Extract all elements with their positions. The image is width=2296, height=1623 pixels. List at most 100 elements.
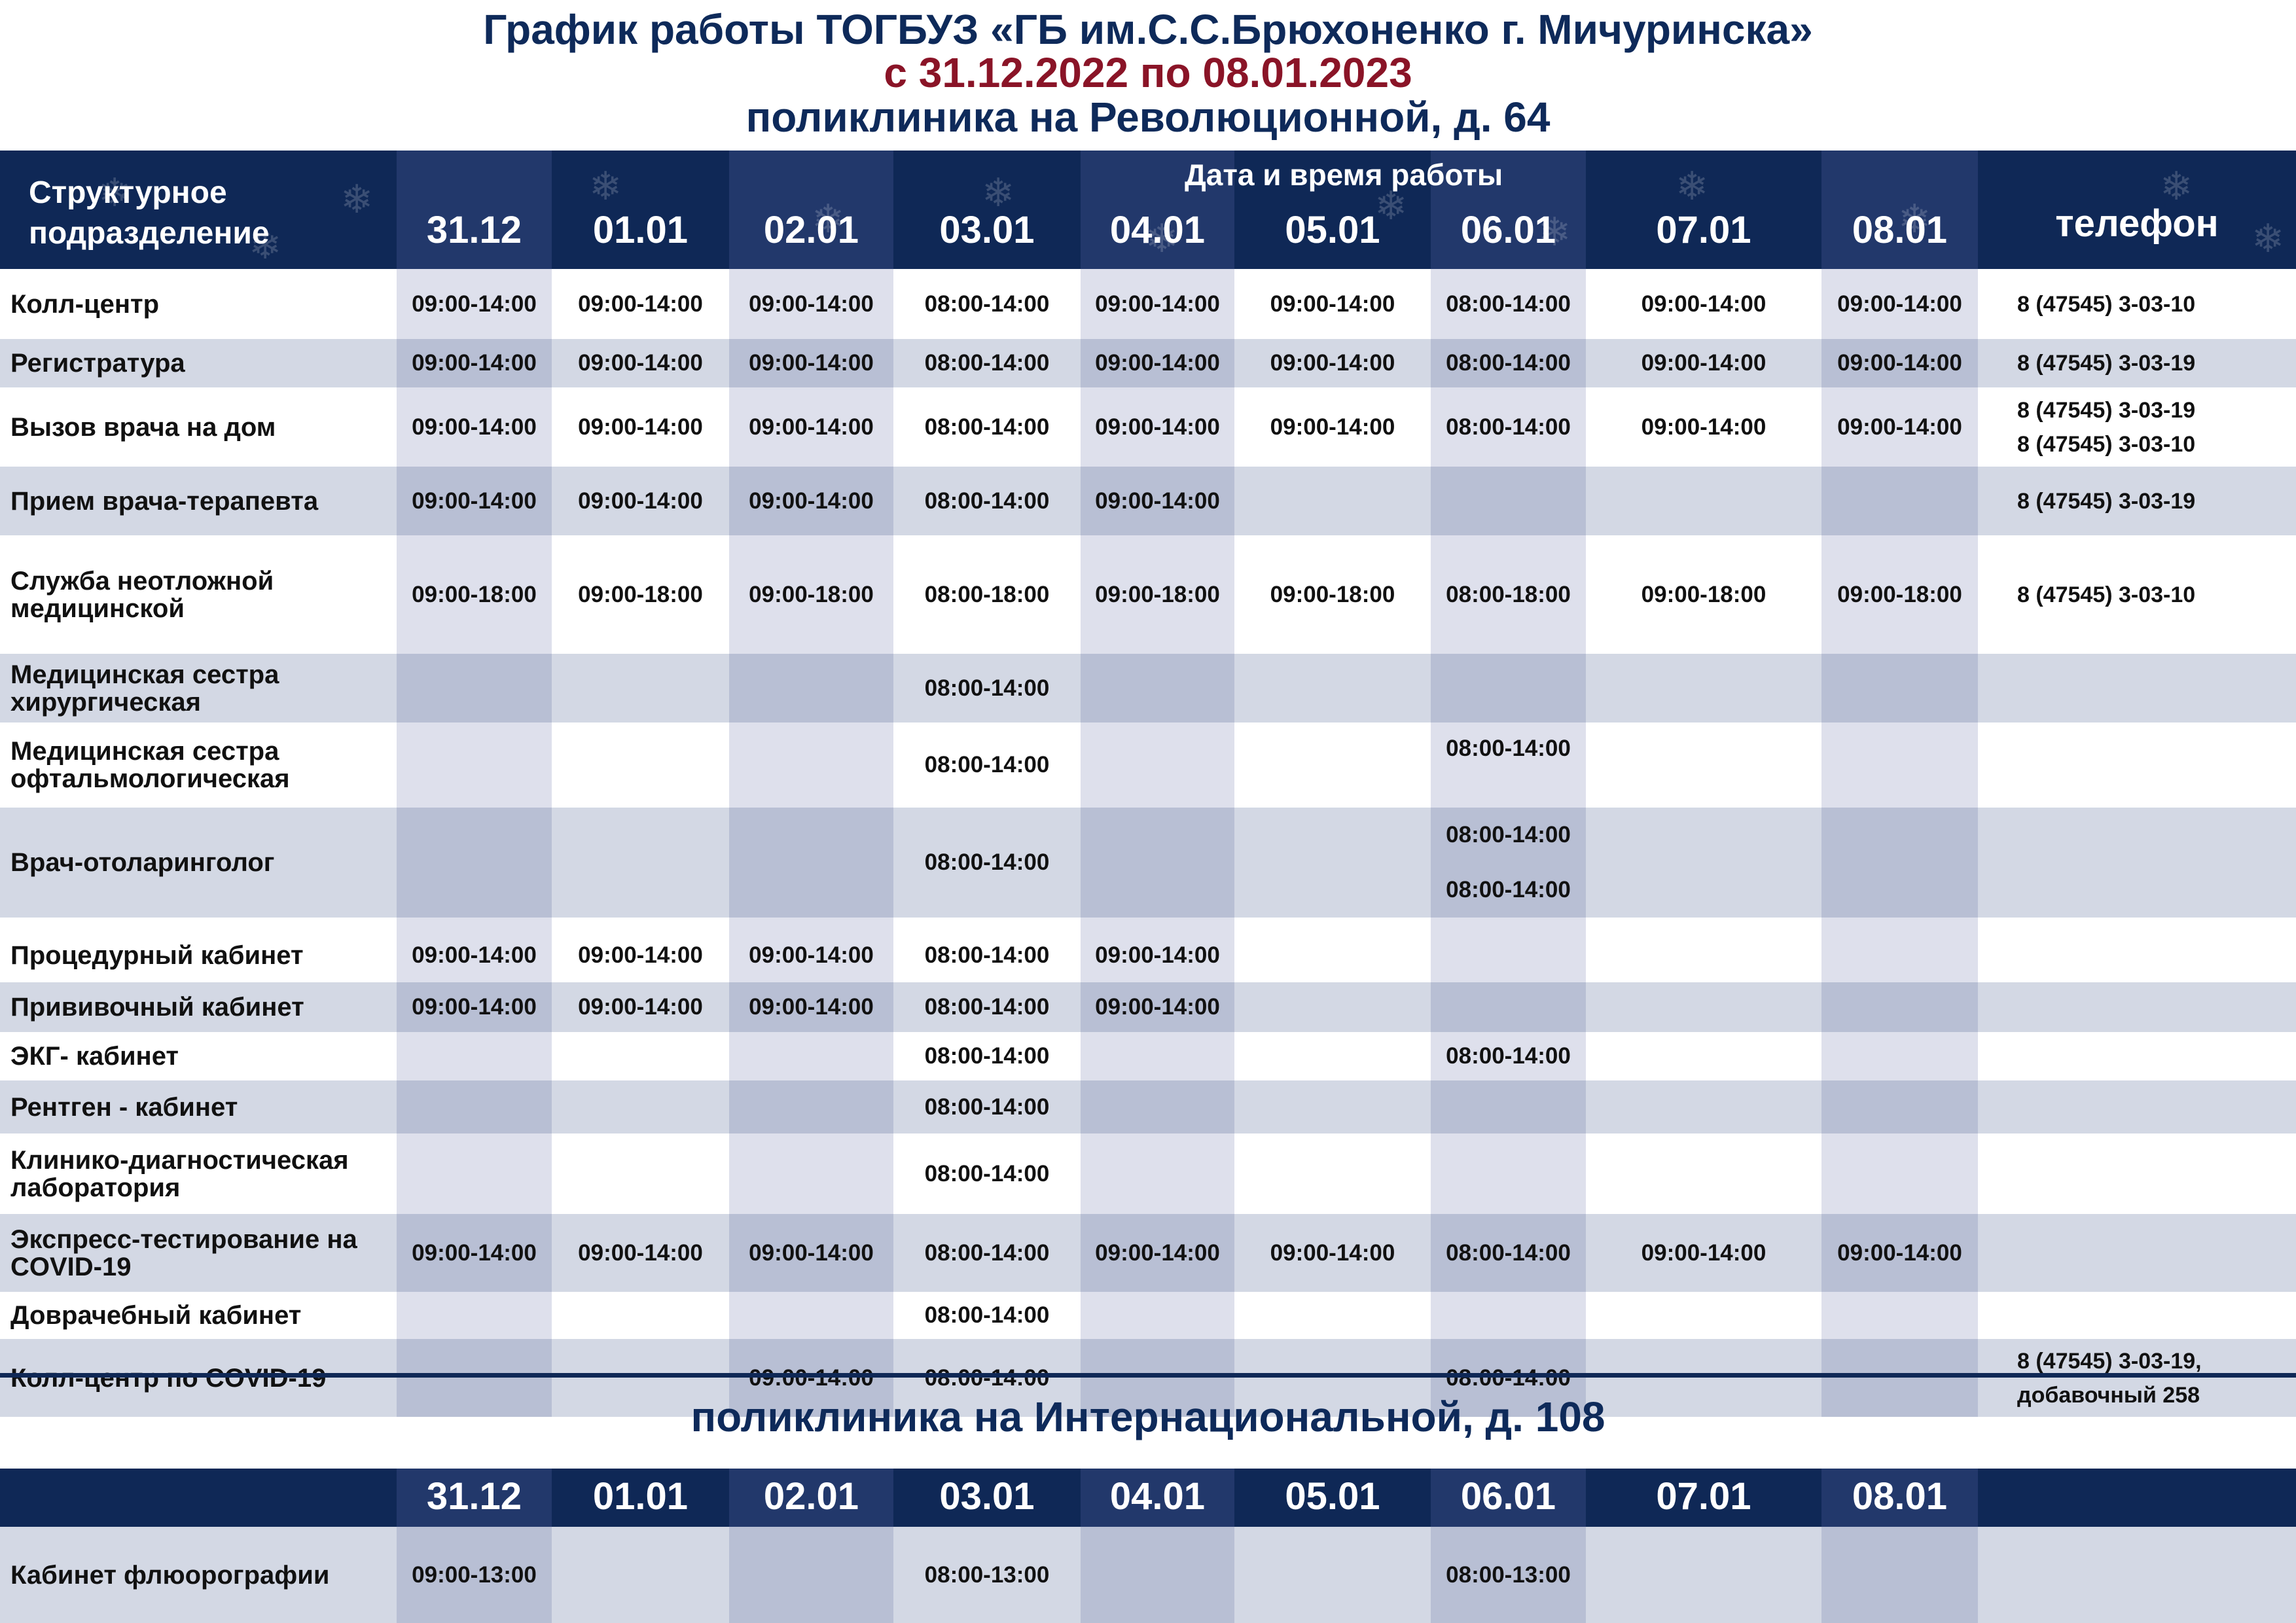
schedule-cell: 08:00-14:00 xyxy=(1431,1032,1586,1080)
spacer-cell xyxy=(1978,918,2296,928)
schedule-cell: 09:00-14:00 xyxy=(1081,387,1234,467)
schedule-cell xyxy=(1431,928,1586,982)
table-row: Медицинская сестра хирургическая 08:00-14… xyxy=(0,654,2296,722)
spacer-cell xyxy=(1586,918,1821,928)
schedule-cell: 08:00-14:00 xyxy=(893,808,1081,918)
schedule-cell: 09:00-18:00 xyxy=(1081,535,1234,654)
schedule-cell: 08:00-14:00 xyxy=(893,982,1081,1032)
phone-header xyxy=(1978,1469,2296,1527)
date-header: 02.01 xyxy=(729,1469,893,1527)
schedule-cell: 08:00-14:00 xyxy=(1431,339,1586,387)
schedule-cell xyxy=(1821,1339,1978,1417)
schedule-cell xyxy=(397,1292,552,1339)
time-value: 08:00-14:00 xyxy=(1446,877,1571,902)
phone-cell xyxy=(1978,722,2296,808)
schedule-cell: 08:00-14:00 xyxy=(893,387,1081,467)
schedule-cell xyxy=(1431,1080,1586,1133)
schedule-cell xyxy=(552,1339,729,1417)
schedule-cell xyxy=(1081,1527,1234,1623)
schedule-cell xyxy=(1821,467,1978,535)
schedule-cell xyxy=(1431,467,1586,535)
schedule-cell xyxy=(552,1032,729,1080)
date-header: 31.12 xyxy=(397,151,552,269)
phone-cell xyxy=(1978,1214,2296,1292)
schedule-cell xyxy=(1586,1339,1821,1417)
department-name: Кабинет флюорографии xyxy=(0,1527,397,1623)
phone-number: 8 (47545) 3-03-19 xyxy=(2017,488,2196,514)
schedule-cell: 09:00-18:00 xyxy=(1821,535,1978,654)
schedule-cell xyxy=(397,722,552,808)
schedule-cell: 09:00-14:00 xyxy=(1234,1214,1431,1292)
schedule-cell: 08:00-13:00 xyxy=(1431,1527,1586,1623)
schedule-cell: 09:00-14:00 xyxy=(552,467,729,535)
page-title: График работы ТОГБУЗ «ГБ им.С.С.Брюхонен… xyxy=(483,6,1813,53)
structure-header xyxy=(0,1469,397,1527)
schedule-cell: 08:00-14:00 xyxy=(893,269,1081,339)
phone-cell xyxy=(1978,654,2296,722)
schedule-cell: 08:00-14:00 xyxy=(893,1339,1081,1417)
table-row: Колл-центр по COVID-19 09:00-14:00 08:00-1… xyxy=(0,1339,2296,1417)
department-name: Вызов врача на дом xyxy=(0,387,397,467)
phone-cell: 8 (47545) 3-03-10 xyxy=(1978,535,2296,654)
schedule-cell xyxy=(397,808,552,918)
schedule-cell xyxy=(1821,928,1978,982)
schedule-cell: 09:00-14:00 xyxy=(1234,339,1431,387)
schedule-cell: 09:00-14:00 xyxy=(552,928,729,982)
schedule-cell xyxy=(1081,1292,1234,1339)
phone-cell xyxy=(1978,1133,2296,1214)
time-value: 08:00-14:00 xyxy=(1446,822,1571,847)
schedule-cell: 09:00-14:00 xyxy=(1234,387,1431,467)
table-row: Регистратура 09:00-14:00 09:00-14:00 09:00-… xyxy=(0,339,2296,387)
table-row: Кабинет флюорографии 09:00-13:00 08:00-13:… xyxy=(0,1527,2296,1623)
schedule-cell: 09:00-14:00 xyxy=(729,467,893,535)
schedule-cell: 09:00-14:00 xyxy=(1821,269,1978,339)
period-subtitle: с 31.12.2022 по 08.01.2023 xyxy=(884,49,1412,96)
table-row: Доврачебный кабинет 08:00-14:00 xyxy=(0,1292,2296,1339)
schedule-cell: 09:00-14:00 xyxy=(1821,387,1978,467)
schedule-cell: 09:00-14:00 xyxy=(1821,1214,1978,1292)
schedule-cell xyxy=(1234,1133,1431,1214)
schedule-cell xyxy=(1821,1032,1978,1080)
schedule-cell: 09:00-14:00 xyxy=(552,982,729,1032)
schedule-cell: 09:00-14:00 xyxy=(1586,269,1821,339)
schedule-cell: 09:00-14:00 xyxy=(397,269,552,339)
schedule-cell: 08:00-14:00 xyxy=(893,1292,1081,1339)
phone-cell: 8 (47545) 3-03-19, добавочный 258 xyxy=(1978,1339,2296,1417)
department-name: Колл-центр по COVID-19 xyxy=(0,1339,397,1417)
department-name: Прием врача-терапевта xyxy=(0,467,397,535)
schedule-cell: 08:00-14:00 xyxy=(1431,1214,1586,1292)
schedule-cell: 08:00-14:00 xyxy=(893,1133,1081,1214)
date-header: 02.01 xyxy=(729,151,893,269)
schedule-cell xyxy=(1821,808,1978,918)
phone-number: 8 (47545) 3-03-19 xyxy=(2017,351,2196,376)
schedule-cell: 09:00-14:00 xyxy=(552,1214,729,1292)
schedule-cell: 08:00-14:00 xyxy=(1431,387,1586,467)
department-name: Клинико-диагностическая лаборатория xyxy=(0,1133,397,1214)
schedule-cell: 09:00-14:00 xyxy=(729,928,893,982)
table-row: Врач-отоларинголог 08:00-14:00 08:00-14:00… xyxy=(0,808,2296,918)
time-value: 08:00-14:00 xyxy=(1446,736,1571,761)
schedule-cell xyxy=(552,1527,729,1623)
schedule-cell xyxy=(1586,1133,1821,1214)
schedule-cell xyxy=(1586,1080,1821,1133)
date-header: 07.01 xyxy=(1586,1469,1821,1527)
schedule-cell xyxy=(1821,722,1978,808)
schedule-cell xyxy=(1431,654,1586,722)
schedule-table-1: Структурное подразделение 31.12 01.01 02.01… xyxy=(0,151,2296,1417)
spacer-cell xyxy=(1821,918,1978,928)
phone-cell xyxy=(1978,808,2296,918)
table-row: Прививочный кабинет 09:00-14:00 09:00-14:0… xyxy=(0,982,2296,1032)
schedule-cell: 09:00-18:00 xyxy=(729,535,893,654)
schedule-cell xyxy=(1586,928,1821,982)
schedule-cell xyxy=(1586,1527,1821,1623)
spacer-cell xyxy=(552,918,729,928)
schedule-cell: 08:00-14:00 08:00-14:00 xyxy=(1431,808,1586,918)
department-name: Колл-центр xyxy=(0,269,397,339)
schedule-cell: 08:00-14:00 xyxy=(893,467,1081,535)
schedule-cell xyxy=(1081,722,1234,808)
department-name: ЭКГ- кабинет xyxy=(0,1032,397,1080)
schedule-cell xyxy=(729,808,893,918)
schedule-cell: 09:00-18:00 xyxy=(1586,535,1821,654)
table-row: Рентген - кабинет 08:00-14:00 xyxy=(0,1080,2296,1133)
schedule-cell: 08:00-14:00 xyxy=(893,339,1081,387)
